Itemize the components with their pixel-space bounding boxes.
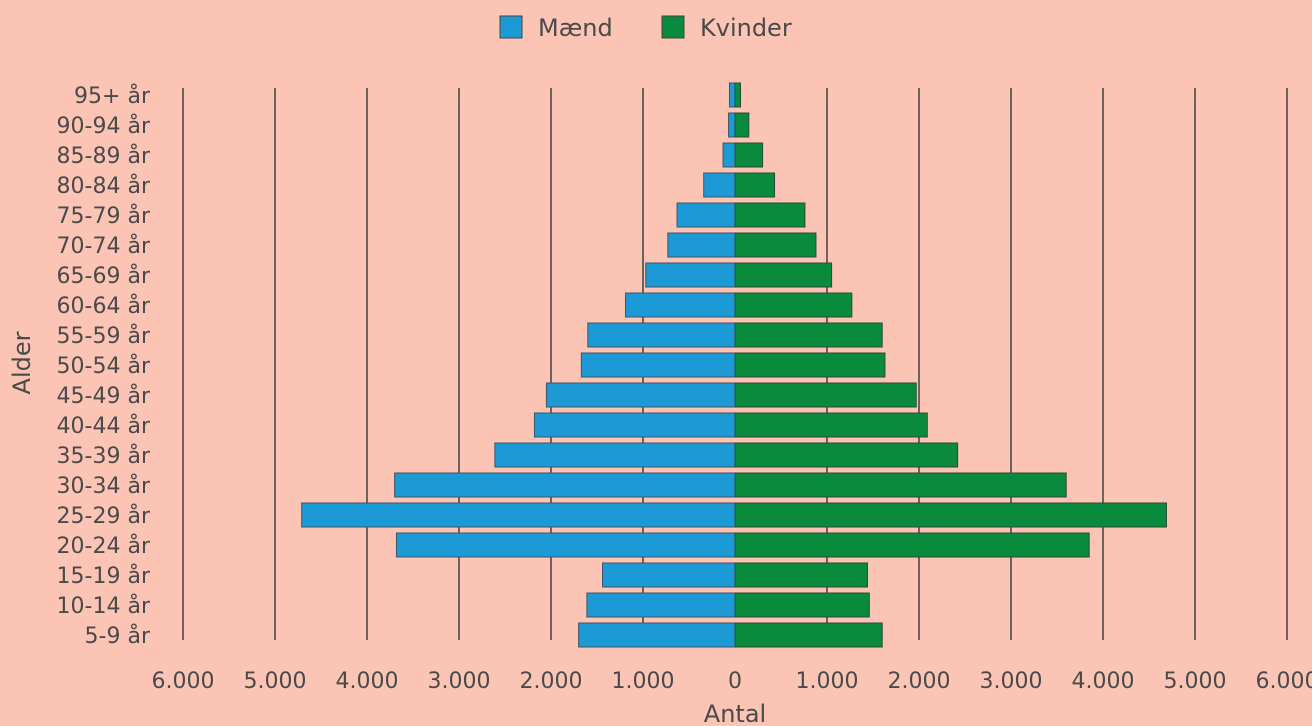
x-tick-label: 3.000: [980, 669, 1043, 694]
y-tick-label: 10-14 år: [57, 593, 151, 619]
bar-kvinder: [734, 202, 806, 228]
x-tick-label: 5.000: [244, 669, 307, 694]
bar-kvinder: [734, 172, 776, 198]
bar-kvinder: [734, 322, 883, 348]
bar-kvinder: [734, 262, 833, 288]
bar-maend: [722, 142, 736, 168]
bar-kvinder: [734, 292, 853, 318]
legend-item-maend-swatch: [499, 15, 523, 39]
x-tick-label: 0: [728, 669, 742, 694]
bar-maend: [667, 232, 736, 258]
x-tick-label: 4.000: [1072, 669, 1135, 694]
x-tick-label: 2.000: [888, 669, 951, 694]
bar-kvinder: [734, 502, 1167, 528]
bar-kvinder: [734, 442, 959, 468]
bar-maend: [587, 322, 736, 348]
bar-kvinder: [734, 472, 1067, 498]
bars: [301, 82, 1167, 648]
x-tick-label: 5.000: [1164, 669, 1227, 694]
bar-maend: [586, 592, 736, 618]
bar-maend: [580, 352, 736, 378]
x-tick-label: 3.000: [428, 669, 491, 694]
y-tick-label: 35-39 år: [57, 443, 151, 469]
bar-maend: [494, 442, 736, 468]
bar-kvinder: [734, 232, 817, 258]
bar-maend: [676, 202, 736, 228]
y-tick-label: 40-44 år: [57, 413, 151, 439]
bar-maend: [703, 172, 736, 198]
legend-item-kvinder-label: Kvinder: [700, 14, 792, 42]
x-tick-label: 4.000: [336, 669, 399, 694]
y-tick-label: 20-24 år: [57, 533, 151, 559]
y-tick-label: 80-84 år: [57, 173, 151, 199]
y-tick-label: 65-69 år: [57, 263, 151, 289]
x-tick-label: 6.000: [1256, 669, 1312, 694]
y-tick-label: 85-89 år: [57, 143, 151, 169]
x-tick-label: 2.000: [520, 669, 583, 694]
y-tick-label: 30-34 år: [57, 473, 151, 499]
legend-item-maend-label: Mænd: [538, 14, 613, 42]
y-tick-label: 70-74 år: [57, 233, 151, 259]
bar-maend: [728, 112, 736, 138]
y-tick-label: 55-59 år: [57, 323, 151, 349]
bar-maend: [394, 472, 736, 498]
bar-kvinder: [734, 622, 883, 648]
y-tick-label: 90-94 år: [57, 113, 151, 139]
legend-item-kvinder-swatch: [661, 15, 685, 39]
bar-maend: [533, 412, 736, 438]
x-tick-label: 1.000: [612, 669, 675, 694]
x-tick-label: 1.000: [796, 669, 859, 694]
y-tick-label: 15-19 år: [57, 563, 151, 589]
bar-kvinder: [734, 382, 917, 408]
y-tick-label: 25-29 år: [57, 503, 151, 529]
y-tick-label: 75-79 år: [57, 203, 151, 229]
x-tick-label: 6.000: [152, 669, 215, 694]
bar-kvinder: [734, 112, 750, 138]
y-axis-label: Alder: [8, 331, 36, 394]
bar-kvinder: [734, 562, 868, 588]
bar-kvinder: [734, 532, 1090, 558]
y-tick-label: 45-49 år: [57, 383, 151, 409]
y-tick-label: 60-64 år: [57, 293, 151, 319]
bar-maend: [545, 382, 736, 408]
bar-maend: [602, 562, 736, 588]
bar-maend: [645, 262, 736, 288]
x-tick-labels: 6.000 5.000 4.000 3.000 2.000 1.000 0 1.000 2.00…: [152, 669, 1312, 694]
y-tick-label: 95+ år: [74, 83, 151, 109]
x-axis-label: Antal: [704, 700, 766, 726]
bar-kvinder: [734, 352, 886, 378]
bar-kvinder: [734, 82, 742, 108]
bar-kvinder: [734, 592, 870, 618]
bar-maend: [578, 622, 736, 648]
y-tick-label: 5-9 år: [85, 623, 151, 649]
y-tick-label: 50-54 år: [57, 353, 151, 379]
y-tick-labels: 95+ år 90-94 år 85-89 år 80-84 år 75-79 år 70…: [57, 83, 151, 649]
bar-maend: [301, 502, 736, 528]
bar-kvinder: [734, 142, 764, 168]
bar-maend: [728, 82, 736, 108]
bar-maend: [395, 532, 736, 558]
bar-maend: [625, 292, 736, 318]
bar-kvinder: [734, 412, 928, 438]
chart-legend: Mænd Kvinder: [499, 14, 792, 42]
